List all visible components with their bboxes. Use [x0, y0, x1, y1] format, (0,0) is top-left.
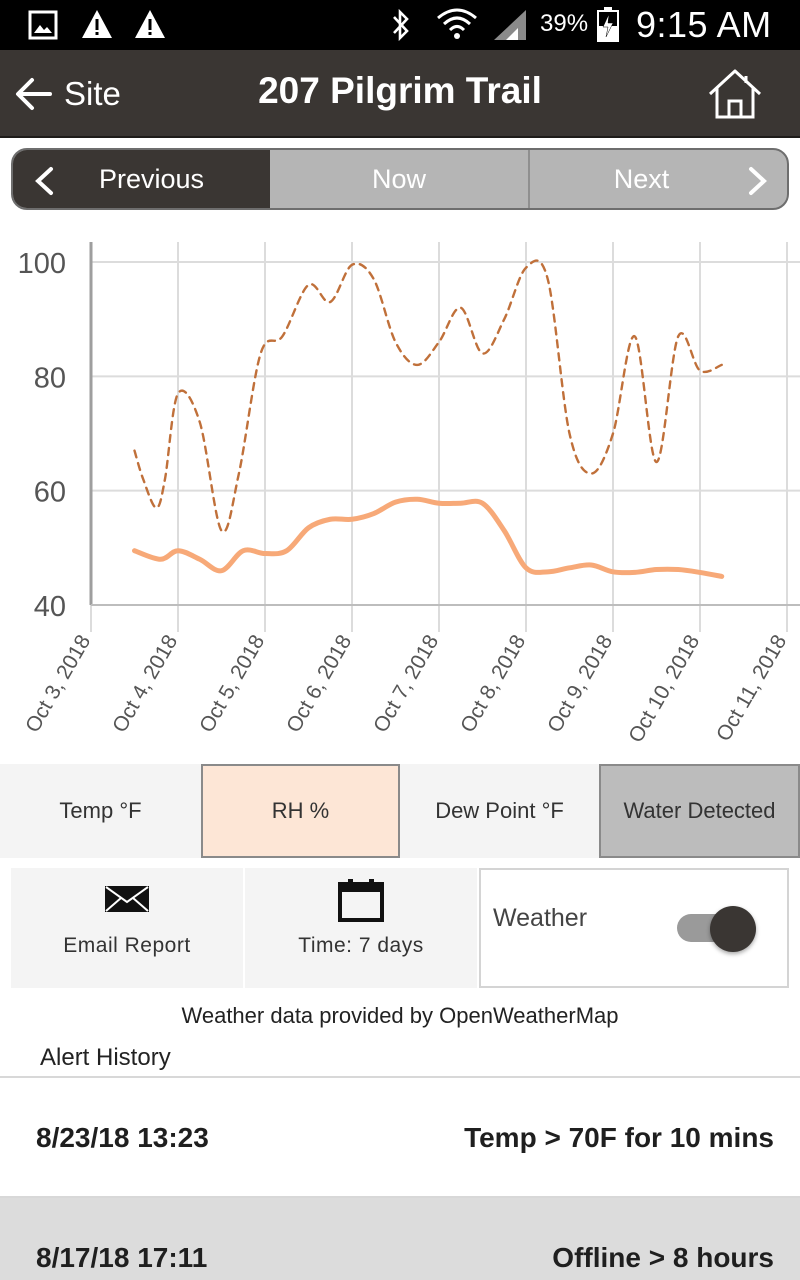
toggle-knob: [710, 906, 756, 952]
alert-history-list: 8/23/18 13:23 Temp > 70F for 10 mins 8/1…: [0, 1076, 800, 1280]
tab-temp[interactable]: Temp °F: [0, 764, 201, 858]
y-tick-label: 80: [34, 362, 66, 394]
y-tick-label: 40: [34, 591, 66, 623]
gallery-icon: [28, 10, 58, 40]
back-button[interactable]: Site: [14, 70, 121, 118]
weather-panel: Weather: [479, 868, 789, 988]
weather-toggle[interactable]: [677, 906, 757, 952]
battery-charging-icon: [597, 7, 619, 42]
x-tick-label: Oct 9, 2018: [543, 631, 617, 737]
period-navigation: Previous Now Next: [11, 148, 789, 210]
previous-label: Previous: [98, 163, 205, 194]
readings-chart: 40 60 80 100 Oct 3, 2018 Oct 4, 2018 Oct 5, 20…: [0, 228, 800, 758]
tab-rh[interactable]: RH %: [201, 764, 400, 858]
app-bar: Site 207 Pilgrim Trail: [0, 50, 800, 138]
x-tick-label: Oct 6, 2018: [282, 631, 356, 737]
previous-button[interactable]: Previous: [13, 150, 270, 208]
email-report-button[interactable]: Email Report: [11, 868, 243, 988]
metric-tabs: Temp °F RH % Dew Point °F Water Detected: [0, 764, 800, 858]
signal-icon: [494, 10, 526, 40]
alert-row[interactable]: 8/23/18 13:23 Temp > 70F for 10 mins: [0, 1076, 800, 1196]
alert-timestamp: 8/23/18 13:23: [36, 1122, 209, 1153]
chevron-left-icon: [35, 167, 53, 195]
weather-label: Weather: [493, 904, 588, 932]
now-button[interactable]: Now: [270, 150, 530, 208]
warning-icon: [135, 10, 165, 38]
x-tick-label: Oct 8, 2018: [456, 631, 530, 737]
series-line-1: [133, 259, 723, 534]
next-button[interactable]: Next: [530, 150, 787, 208]
home-icon[interactable]: [706, 68, 764, 120]
x-tick-label: Oct 11, 2018: [712, 631, 791, 745]
status-bar: 39% 9:15 AM: [0, 0, 800, 50]
arrow-left-icon: [16, 78, 52, 110]
action-row: Email Report Time: 7 days Weather: [11, 868, 789, 988]
alert-description: Temp > 70F for 10 mins: [464, 1122, 774, 1153]
warning-icon: [82, 10, 112, 38]
weather-credit: Weather data provided by OpenWeatherMap: [181, 1003, 619, 1028]
y-tick-label: 100: [18, 248, 66, 280]
battery-percentage: 39%: [540, 10, 589, 37]
chevron-right-icon: [749, 167, 767, 195]
y-tick-label: 60: [34, 477, 66, 509]
page-title: 207 Pilgrim Trail: [258, 70, 542, 111]
alert-description: Offline > 8 hours: [552, 1242, 774, 1273]
tab-dew-point[interactable]: Dew Point °F: [400, 764, 599, 858]
x-tick-label: Oct 10, 2018: [624, 631, 704, 747]
clock: 9:15 AM: [636, 4, 772, 45]
alert-row[interactable]: 8/17/18 17:11 Offline > 8 hours: [0, 1196, 800, 1280]
alert-history-heading: Alert History: [40, 1044, 171, 1071]
tab-water-detected[interactable]: Water Detected: [599, 764, 800, 858]
line-chart: 40 60 80 100 Oct 3, 2018 Oct 4, 2018 Oct 5, 20…: [18, 242, 800, 747]
x-tick-label: Oct 7, 2018: [369, 631, 443, 737]
x-tick-label: Oct 4, 2018: [108, 631, 182, 737]
time-range-label: Time: 7 days: [298, 934, 424, 957]
envelope-icon: [105, 886, 149, 912]
time-range-button[interactable]: Time: 7 days: [245, 868, 477, 988]
next-label: Next: [613, 163, 670, 194]
x-tick-label: Oct 5, 2018: [195, 631, 269, 737]
x-tick-label: Oct 3, 2018: [21, 631, 95, 737]
back-label: Site: [64, 75, 121, 112]
now-label: Now: [371, 163, 426, 194]
calendar-icon: [338, 879, 384, 922]
bluetooth-icon: [393, 8, 409, 42]
email-report-label: Email Report: [63, 934, 191, 957]
wifi-icon: [437, 8, 477, 39]
alert-timestamp: 8/17/18 17:11: [36, 1242, 208, 1273]
series-line-2: [132, 496, 725, 579]
